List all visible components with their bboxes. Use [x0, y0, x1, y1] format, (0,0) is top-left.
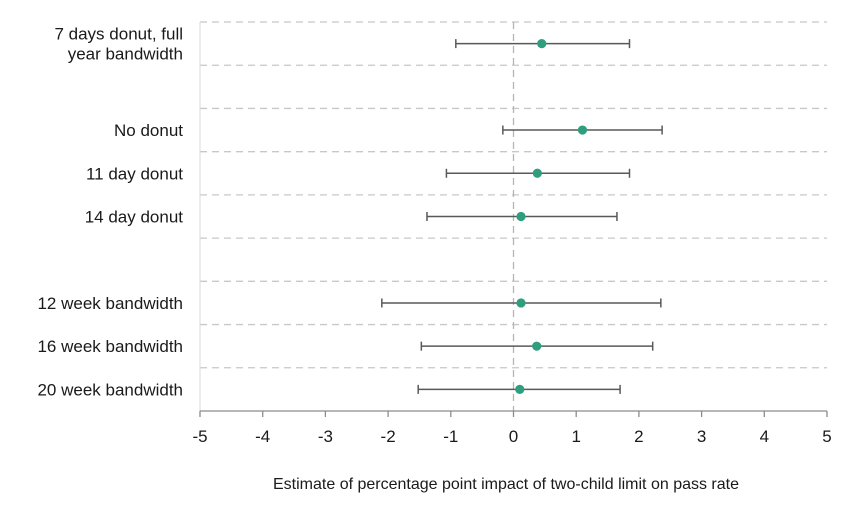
row-label: 12 week bandwidth — [37, 294, 183, 313]
grid-lines — [199, 21, 827, 411]
x-tick-label: 2 — [634, 427, 643, 446]
x-tick-label: -3 — [318, 427, 333, 446]
x-tick-label: 4 — [760, 427, 769, 446]
estimates — [381, 39, 663, 394]
x-tick-label: -2 — [381, 427, 396, 446]
row-label-line: 14 day donut — [85, 208, 184, 227]
row-label: 14 day donut — [85, 208, 184, 227]
row-label: 20 week bandwidth — [37, 380, 183, 399]
row-label-line: 16 week bandwidth — [37, 337, 183, 356]
row-label: 7 days donut, full year bandwidth — [54, 25, 183, 64]
row-label-line: 20 week bandwidth — [37, 380, 183, 399]
estimate-point — [516, 211, 526, 222]
estimate-point — [537, 39, 547, 49]
x-tick-label: -5 — [192, 427, 207, 446]
x-axis: -5 -4 -3 -2 -1 0 1 2 3 4 5 — [192, 410, 832, 446]
x-tick-label: 5 — [822, 427, 831, 446]
estimate-point — [515, 384, 525, 394]
estimate-point — [577, 125, 588, 135]
row-label-line: 11 day donut — [86, 164, 183, 183]
row-label-line: 7 days donut, full — [54, 25, 183, 44]
row-label-line: year bandwidth — [68, 45, 183, 64]
row-label: 16 week bandwidth — [37, 337, 183, 356]
x-axis-title: Estimate of percentage point impact of t… — [273, 476, 739, 493]
estimate-point — [516, 298, 526, 308]
x-tick-label: 3 — [697, 427, 706, 446]
x-tick-label: -1 — [443, 427, 458, 446]
row-label-line: No donut — [114, 121, 183, 140]
row-label: 11 day donut — [86, 164, 183, 183]
row-label-line: 12 week bandwidth — [37, 294, 183, 313]
x-tick-label: -4 — [255, 427, 270, 446]
x-tick-label: 1 — [571, 427, 580, 446]
row-label: No donut — [114, 121, 183, 140]
x-tick-label: 0 — [509, 427, 518, 446]
estimate-point — [532, 168, 542, 178]
row-labels: 7 days donut, full year bandwidth No donut… — [37, 25, 183, 400]
estimate-point — [532, 341, 542, 351]
